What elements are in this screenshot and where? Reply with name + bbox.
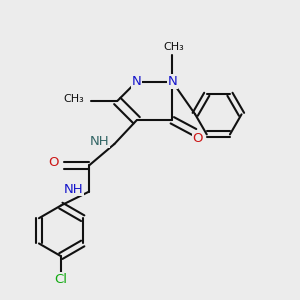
Text: CH₃: CH₃ (64, 94, 85, 104)
Text: NH: NH (64, 183, 84, 196)
Text: O: O (48, 156, 58, 169)
Text: NH: NH (89, 135, 109, 148)
Text: Cl: Cl (54, 273, 67, 286)
Text: CH₃: CH₃ (164, 43, 184, 52)
Text: O: O (192, 132, 203, 145)
Text: N: N (167, 75, 177, 88)
Text: N: N (132, 75, 142, 88)
